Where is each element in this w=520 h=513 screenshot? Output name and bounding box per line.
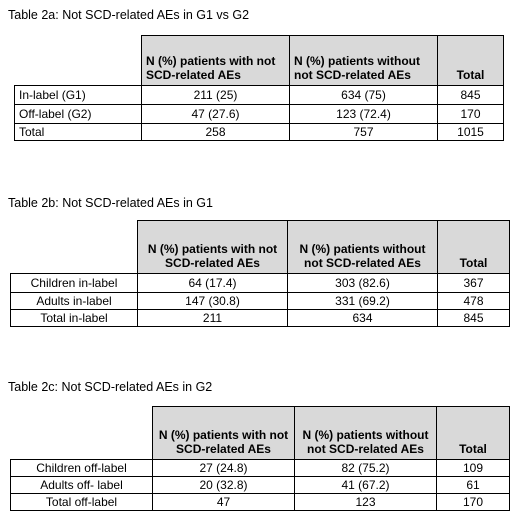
table-2c-header-total: Total [436,406,510,460]
cell-total: 170 [436,493,510,511]
table-2b: N (%) patients with not SCD-related AEs … [10,220,510,327]
table-2c-header-row: N (%) patients with not SCD-related AEs … [10,406,510,460]
table-row: Adults in-label 147 (30.8) 331 (69.2) 47… [10,292,510,310]
table-row: Total in-label 211 634 845 [10,309,510,327]
row-label: Children off-label [10,459,153,477]
cell-total: 109 [436,459,510,477]
cell-total: 170 [437,104,504,124]
row-label: Total in-label [10,309,138,327]
table-2c: N (%) patients with not SCD-related AEs … [10,406,510,511]
cell-total: 367 [437,273,510,293]
cell-without: 757 [289,123,438,141]
cell-without: 634 [287,309,438,327]
table-2c-caption: Table 2c: Not SCD-related AEs in G2 [8,380,213,394]
cell-total: 61 [436,476,510,494]
cell-total: 478 [437,292,510,310]
row-label: Total off-label [10,493,153,511]
cell-with: 211 (25) [141,85,290,105]
cell-without: 123 (72.4) [289,104,438,124]
cell-with: 47 (27.6) [141,104,290,124]
table-row: Off-label (G2) 47 (27.6) 123 (72.4) 170 [14,104,504,124]
table-2b-caption: Table 2b: Not SCD-related AEs in G1 [8,196,213,210]
row-label: Adults in-label [10,292,138,310]
row-label: Adults off- label [10,476,153,494]
cell-without: 82 (75.2) [294,459,437,477]
cell-without: 634 (75) [289,85,438,105]
table-row: In-label (G1) 211 (25) 634 (75) 845 [14,85,504,105]
table-2c-corner [10,406,153,460]
cell-without: 123 [294,493,437,511]
cell-with: 20 (32.8) [152,476,295,494]
table-2b-header-without: N (%) patients without not SCD-related A… [287,220,438,274]
row-label: Off-label (G2) [14,104,142,124]
table-2b-header-total: Total [437,220,510,274]
table-2a-header-with: N (%) patients with not SCD-related AEs [141,35,290,86]
table-2a-corner [14,35,142,86]
row-label: Children in-label [10,273,138,293]
table-2b-header-row: N (%) patients with not SCD-related AEs … [10,220,510,274]
cell-total: 1015 [437,123,504,141]
cell-with: 147 (30.8) [137,292,288,310]
cell-with: 64 (17.4) [137,273,288,293]
table-row: Children off-label 27 (24.8) 82 (75.2) 1… [10,459,510,477]
row-label: Total [14,123,142,141]
table-2a-header-total: Total [437,35,504,86]
table-2a-caption: Table 2a: Not SCD-related AEs in G1 vs G… [8,8,250,22]
row-label: In-label (G1) [14,85,142,105]
cell-with: 211 [137,309,288,327]
table-row: Adults off- label 20 (32.8) 41 (67.2) 61 [10,476,510,494]
table-2a-header-row: N (%) patients with not SCD-related AEs … [14,35,504,86]
table-row: Total 258 757 1015 [14,123,504,141]
table-2c-header-with: N (%) patients with not SCD-related AEs [152,406,295,460]
cell-total: 845 [437,85,504,105]
cell-with: 27 (24.8) [152,459,295,477]
table-row: Children in-label 64 (17.4) 303 (82.6) 3… [10,273,510,293]
cell-without: 41 (67.2) [294,476,437,494]
table-2a-header-without: N (%) patients without not SCD-related A… [289,35,438,86]
table-row: Total off-label 47 123 170 [10,493,510,511]
cell-with: 47 [152,493,295,511]
cell-without: 303 (82.6) [287,273,438,293]
table-2a: N (%) patients with not SCD-related AEs … [14,35,504,141]
cell-without: 331 (69.2) [287,292,438,310]
table-2c-header-without: N (%) patients without not SCD-related A… [294,406,437,460]
table-2b-corner [10,220,138,274]
cell-with: 258 [141,123,290,141]
table-2b-header-with: N (%) patients with not SCD-related AEs [137,220,288,274]
cell-total: 845 [437,309,510,327]
